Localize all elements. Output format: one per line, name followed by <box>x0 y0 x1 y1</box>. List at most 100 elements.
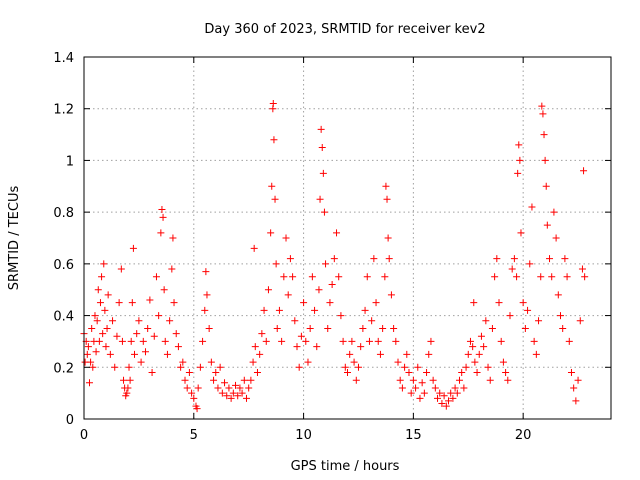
data-point <box>95 337 103 345</box>
data-point <box>247 376 255 384</box>
data-point <box>537 273 545 281</box>
data-point <box>168 265 176 273</box>
data-point <box>445 397 453 405</box>
data-point <box>146 296 154 304</box>
data-point <box>515 141 523 149</box>
x-tick-label: 5 <box>190 428 198 443</box>
data-point <box>232 381 240 389</box>
data-point <box>455 376 463 384</box>
data-point <box>546 255 554 263</box>
data-point <box>469 343 477 351</box>
data-point <box>169 234 177 242</box>
y-axis-label: SRMTID / TECUs <box>7 186 22 291</box>
data-point <box>434 394 442 402</box>
data-point <box>552 234 560 242</box>
data-point <box>270 136 278 144</box>
data-point <box>510 255 518 263</box>
data-point <box>242 394 250 402</box>
data-point <box>376 350 384 358</box>
data-point <box>258 330 266 338</box>
data-point <box>556 312 564 320</box>
data-point <box>262 337 270 345</box>
y-tick-label: 1.2 <box>53 103 74 118</box>
data-point <box>181 376 189 384</box>
data-point <box>109 317 117 325</box>
data-point <box>363 273 371 281</box>
data-point <box>578 265 586 273</box>
data-point <box>282 234 290 242</box>
data-point <box>330 255 338 263</box>
data-point <box>94 286 102 294</box>
data-point <box>190 394 198 402</box>
data-point <box>148 368 156 376</box>
data-point <box>480 343 488 351</box>
data-point <box>306 325 314 332</box>
data-point <box>464 350 472 358</box>
data-point <box>96 299 104 307</box>
data-point <box>291 317 299 325</box>
data-point <box>183 384 191 392</box>
x-tick-label: 10 <box>295 428 312 443</box>
data-point <box>339 337 347 345</box>
data-point <box>137 358 145 366</box>
data-point <box>260 306 268 314</box>
data-point <box>251 343 259 351</box>
data-point <box>392 337 400 345</box>
data-point <box>127 337 135 345</box>
y-tick-label: 0.2 <box>53 361 74 376</box>
data-point <box>249 358 257 366</box>
tick-labels: 0 5 10 15 20 0 0.2 0.4 0.6 0.8 1 1.2 1.4 <box>53 51 531 443</box>
data-point <box>161 337 169 345</box>
data-point <box>273 325 281 332</box>
data-point <box>240 376 248 384</box>
data-point <box>436 389 444 397</box>
data-point <box>372 299 380 307</box>
data-point <box>253 368 261 376</box>
data-point <box>111 363 119 371</box>
data-point <box>141 348 149 356</box>
data-point <box>499 358 507 366</box>
y-tick-label: 1 <box>66 154 74 169</box>
data-point <box>199 337 207 345</box>
data-point <box>319 169 327 177</box>
data-point <box>328 281 336 289</box>
data-point <box>160 286 168 294</box>
data-point <box>517 229 525 237</box>
data-point <box>567 368 575 376</box>
data-point <box>315 286 323 294</box>
data-point <box>170 299 178 307</box>
data-point <box>471 358 479 366</box>
data-point <box>344 368 351 376</box>
data-point <box>98 273 106 281</box>
data-point <box>320 208 328 216</box>
data-point <box>384 234 392 242</box>
data-point <box>194 384 202 392</box>
data-point <box>354 363 362 371</box>
data-point <box>295 363 303 371</box>
data-point <box>311 306 319 314</box>
data-point <box>570 384 578 392</box>
data-point <box>394 358 402 366</box>
data-point <box>123 389 131 397</box>
data-point <box>401 363 409 371</box>
data-point <box>504 376 512 384</box>
data-point <box>256 350 264 358</box>
data-point <box>221 379 229 387</box>
data-point <box>202 268 210 276</box>
x-axis-label: GPS time / hours <box>291 459 400 474</box>
data-point <box>280 273 288 281</box>
data-point <box>185 368 193 376</box>
grid <box>84 57 611 419</box>
data-point <box>368 317 376 325</box>
data-point <box>163 350 171 358</box>
data-point <box>420 389 428 397</box>
data-point <box>284 291 292 299</box>
data-point <box>381 273 389 281</box>
data-point <box>120 376 128 384</box>
data-point <box>133 330 141 338</box>
data-point <box>416 394 424 402</box>
data-point <box>493 255 501 263</box>
data-point <box>157 229 165 237</box>
data-point <box>466 337 474 345</box>
